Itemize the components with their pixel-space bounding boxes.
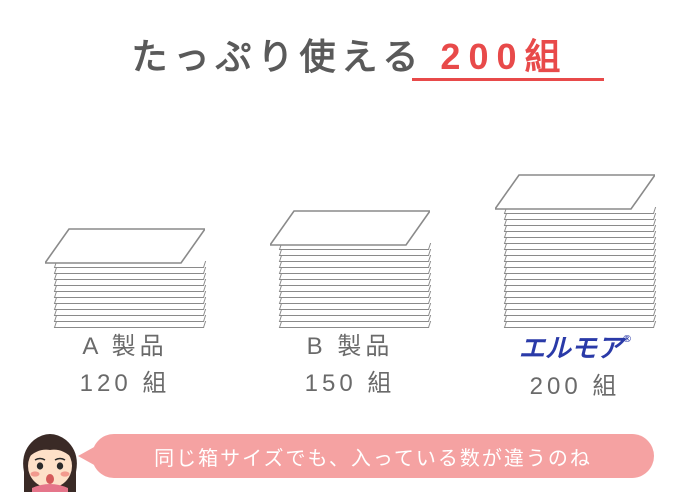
stack-top — [270, 210, 430, 248]
label-col-0: A 製品120 組 — [25, 330, 225, 404]
stack-col-2 — [475, 174, 675, 328]
paper-stack — [45, 228, 205, 328]
sheet — [54, 315, 206, 322]
sheet — [279, 255, 431, 262]
sheet — [504, 213, 656, 220]
speech-text: 同じ箱サイズでも、入っている数が違うのね — [154, 442, 592, 471]
sheet — [504, 237, 656, 244]
headline-accent: 200組 — [440, 36, 568, 77]
label-col-2: エルモア®200 組 — [475, 330, 675, 404]
stack-col-0 — [25, 228, 225, 328]
sheet — [504, 219, 656, 226]
product-count: 150 組 — [250, 367, 450, 402]
paper-stack — [495, 174, 655, 328]
sheet — [54, 309, 206, 316]
sheet — [504, 303, 656, 310]
product-count: 200 組 — [475, 370, 675, 405]
sheet — [504, 321, 656, 328]
labels-row: A 製品120 組 B 製品150 組エルモア®200 組 — [0, 330, 700, 404]
sheet — [279, 273, 431, 280]
sheet — [504, 267, 656, 274]
sheet — [279, 315, 431, 322]
sheet — [504, 315, 656, 322]
sheet — [54, 297, 206, 304]
label-col-1: B 製品150 組 — [250, 330, 450, 404]
product-count: 120 組 — [25, 367, 225, 402]
sheet — [54, 279, 206, 286]
sheet — [504, 225, 656, 232]
headline: たっぷり使える 200組 — [0, 28, 700, 80]
sheet — [54, 273, 206, 280]
product-name: B 製品 — [250, 330, 450, 365]
sheet — [504, 297, 656, 304]
sheet — [279, 249, 431, 256]
sheet — [54, 267, 206, 274]
sheet — [504, 291, 656, 298]
stack-col-1 — [250, 210, 450, 328]
sheet — [279, 261, 431, 268]
sheet — [279, 285, 431, 292]
sheet — [54, 285, 206, 292]
sheet — [279, 297, 431, 304]
sheet — [54, 291, 206, 298]
sheet — [279, 279, 431, 286]
paper-stack — [270, 210, 430, 328]
speech-bubble: 同じ箱サイズでも、入っている数が違うのね — [92, 434, 654, 478]
sheet — [504, 309, 656, 316]
sheet — [504, 231, 656, 238]
registered-mark-icon: ® — [623, 333, 631, 345]
stack-top — [495, 174, 655, 212]
product-name: A 製品 — [25, 330, 225, 365]
character-face-icon — [18, 430, 82, 492]
headline-lead: たっぷり使える — [131, 36, 424, 77]
sheet — [504, 261, 656, 268]
product-name: エルモア® — [475, 330, 675, 368]
stacks-row — [0, 118, 700, 328]
sheet — [504, 285, 656, 292]
sheet — [504, 255, 656, 262]
sheet — [279, 291, 431, 298]
sheet — [279, 309, 431, 316]
sheet — [54, 303, 206, 310]
headline-underline — [412, 78, 604, 81]
sheet — [279, 303, 431, 310]
sheet — [504, 243, 656, 250]
infographic-page: たっぷり使える 200組 A 製品120 組 B 製品150 組エルモア®200 … — [0, 0, 700, 500]
sheet — [504, 273, 656, 280]
stack-top — [45, 228, 205, 266]
sheet — [504, 279, 656, 286]
sheet — [279, 267, 431, 274]
sheet — [54, 321, 206, 328]
sheet — [504, 249, 656, 256]
sheet — [279, 321, 431, 328]
